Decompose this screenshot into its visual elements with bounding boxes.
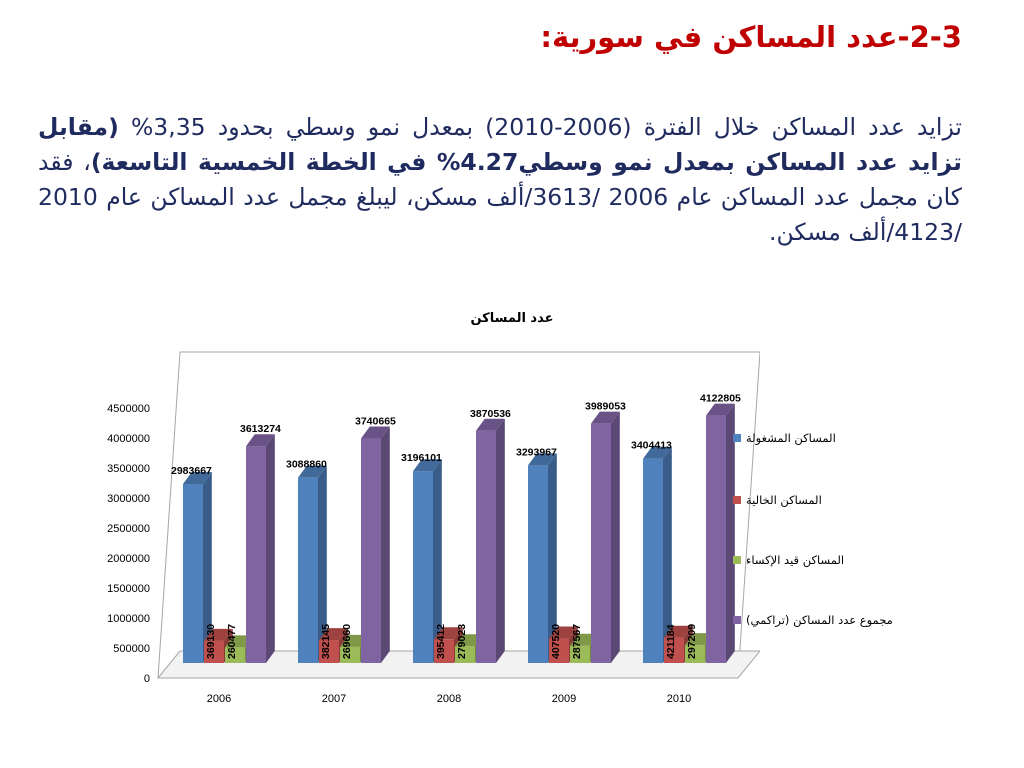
bar-top xyxy=(413,459,442,472)
bar-side xyxy=(663,446,672,663)
bar-top xyxy=(298,465,327,478)
data-label: 3404413 xyxy=(631,440,672,452)
bar xyxy=(340,646,360,663)
bar-top xyxy=(549,626,578,639)
bar xyxy=(664,637,684,663)
legend-swatch xyxy=(733,616,741,624)
paragraph-text-1: تزايد عدد المساكن خلال الفترة (2006-2010… xyxy=(118,113,962,141)
bar xyxy=(591,423,611,663)
bar-top xyxy=(706,403,735,416)
x-tick-label: 2010 xyxy=(667,693,691,705)
bar xyxy=(319,640,339,663)
legend-swatch xyxy=(733,496,741,504)
bar xyxy=(455,646,475,663)
y-tick-label: 3000000 xyxy=(107,493,150,505)
bar xyxy=(361,438,381,663)
legend-swatch xyxy=(733,434,741,442)
y-tick-label: 4500000 xyxy=(107,403,150,415)
data-label: 369130 xyxy=(205,624,217,659)
bar xyxy=(204,640,224,663)
paragraph-bold-text: (مقابل تزايد عدد المساكن بمعدل نمو وسطي4… xyxy=(38,113,962,176)
y-tick-label: 500000 xyxy=(113,643,150,655)
data-label: 395412 xyxy=(435,624,447,659)
legend-item: مجموع عدد المساكن (تراكمي) xyxy=(733,613,893,627)
y-tick-label: 1000000 xyxy=(107,613,150,625)
x-tick-label: 2007 xyxy=(322,693,346,705)
data-label: 382145 xyxy=(320,624,332,659)
legend-label: مجموع عدد المساكن (تراكمي) xyxy=(746,613,893,627)
bar-side xyxy=(726,403,735,663)
y-tick-label: 3500000 xyxy=(107,463,150,475)
bar-top xyxy=(319,628,348,641)
section-heading: 2-3-عدد المساكن في سورية: xyxy=(540,20,962,54)
bar-top xyxy=(476,418,505,431)
legend-item: المساكن الخالية xyxy=(733,493,822,507)
chart-plot: 0 500000 1000000 1500000 2000000 2500000 30000… xyxy=(107,351,760,705)
body-paragraph: تزايد عدد المساكن خلال الفترة (2006-2010… xyxy=(38,110,962,250)
bar-top xyxy=(246,434,275,447)
data-label: 3293967 xyxy=(516,446,557,458)
data-label: 260477 xyxy=(226,624,238,659)
bar-side xyxy=(381,426,390,663)
data-label: 2983667 xyxy=(171,465,212,477)
bar-top xyxy=(664,625,693,638)
bar xyxy=(298,477,318,663)
data-label: 3740665 xyxy=(355,416,396,428)
data-label: 4122805 xyxy=(700,393,741,405)
bar-side xyxy=(318,465,327,663)
bar-top xyxy=(591,411,620,424)
bar xyxy=(685,645,705,663)
data-label: 3196101 xyxy=(401,452,442,464)
y-tick-label: 2000000 xyxy=(107,553,150,565)
chart-title: عدد المساكن xyxy=(470,311,554,326)
bar xyxy=(434,639,454,663)
data-label: 287567 xyxy=(571,624,583,659)
data-label: 269660 xyxy=(341,624,353,659)
bar xyxy=(246,446,266,663)
bar-side xyxy=(496,418,505,663)
bar-side xyxy=(203,471,212,663)
data-label: 297209 xyxy=(686,624,698,659)
bar xyxy=(549,638,569,663)
data-label: 3989053 xyxy=(585,401,626,413)
data-label: 279023 xyxy=(456,624,468,659)
legend-swatch xyxy=(733,556,741,564)
bar-side xyxy=(548,453,557,663)
bar-top xyxy=(434,627,463,640)
bar xyxy=(528,465,548,663)
bar-side xyxy=(266,434,275,663)
legend-label: المساكن المشغولة xyxy=(746,431,836,445)
bar-top xyxy=(643,446,672,459)
bar-side xyxy=(611,411,620,663)
bar xyxy=(570,645,590,663)
y-tick-label: 1500000 xyxy=(107,583,150,595)
data-label: 3088860 xyxy=(286,459,327,471)
legend-label: المساكن الخالية xyxy=(746,493,822,507)
y-tick-label: 2500000 xyxy=(107,523,150,535)
data-label: 3870536 xyxy=(470,408,511,420)
bar xyxy=(706,415,726,663)
bar-side xyxy=(433,459,442,663)
bar xyxy=(183,483,203,663)
x-tick-label: 2006 xyxy=(207,693,231,705)
x-tick-label: 2008 xyxy=(437,693,461,705)
bar-top xyxy=(204,628,233,641)
legend-label: المساكن قيد الإكساء xyxy=(746,553,845,567)
paragraph-text-2: ، فقد كان مجمل عدد المساكن عام 2006 /361… xyxy=(38,148,962,246)
bar-top xyxy=(528,453,557,466)
bar xyxy=(643,458,663,663)
bar xyxy=(225,647,245,663)
data-label: 407520 xyxy=(550,624,562,659)
legend-item: المساكن المشغولة xyxy=(733,431,836,445)
bar-top xyxy=(361,426,390,439)
y-tick-label: 0 xyxy=(144,673,150,685)
bar xyxy=(476,430,496,663)
y-tick-label: 4000000 xyxy=(107,433,150,445)
x-tick-label: 2009 xyxy=(552,693,576,705)
data-label: 3613274 xyxy=(240,423,281,435)
bar-top xyxy=(183,471,212,484)
bar xyxy=(413,471,433,663)
data-label: 421184 xyxy=(665,624,677,659)
legend-item: المساكن قيد الإكساء xyxy=(733,553,844,567)
